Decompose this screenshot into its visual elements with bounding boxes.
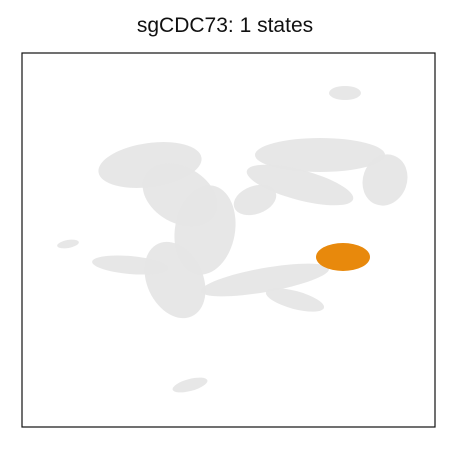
- background-cell-cluster-8: [246, 164, 354, 206]
- background-cell-cluster-12: [329, 86, 361, 100]
- highlighted-state-layer: [316, 243, 370, 271]
- highlighted-cluster-0: [316, 243, 370, 271]
- background-cell-cluster-13: [172, 377, 208, 393]
- background-cell-cluster-3: [144, 241, 206, 319]
- background-cell-cluster-7: [362, 154, 408, 206]
- background-cell-cluster-4: [92, 255, 168, 275]
- background-cell-cluster-9: [233, 184, 277, 216]
- background-cell-cluster-10: [200, 263, 330, 297]
- background-cell-cluster-2: [174, 185, 236, 275]
- background-cell-cluster-6: [255, 138, 385, 172]
- background-cells-layer: [57, 86, 408, 393]
- chart-title: sgCDC73: 1 states: [136, 14, 314, 37]
- background-cell-cluster-11: [265, 288, 325, 312]
- background-cell-cluster-5: [57, 239, 79, 249]
